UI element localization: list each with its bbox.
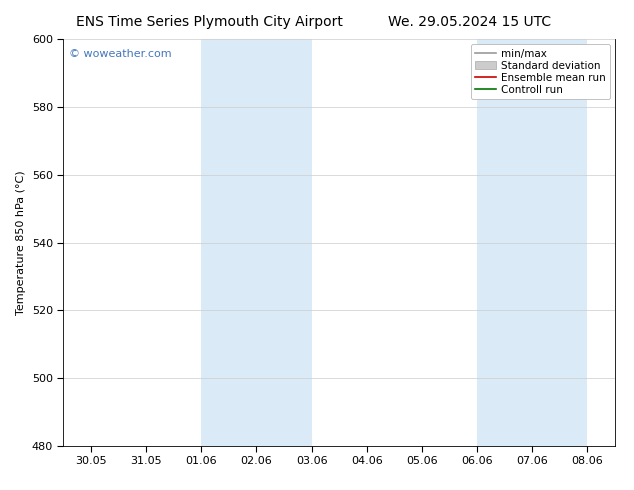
Bar (477, 39, 588, 446)
Bar (202, 39, 312, 446)
Text: We. 29.05.2024 15 UTC: We. 29.05.2024 15 UTC (387, 15, 551, 29)
Legend: min/max, Standard deviation, Ensemble mean run, Controll run: min/max, Standard deviation, Ensemble me… (470, 45, 610, 99)
Text: ENS Time Series Plymouth City Airport: ENS Time Series Plymouth City Airport (76, 15, 342, 29)
Text: © woweather.com: © woweather.com (69, 49, 172, 59)
Y-axis label: Temperature 850 hPa (°C): Temperature 850 hPa (°C) (16, 170, 26, 315)
